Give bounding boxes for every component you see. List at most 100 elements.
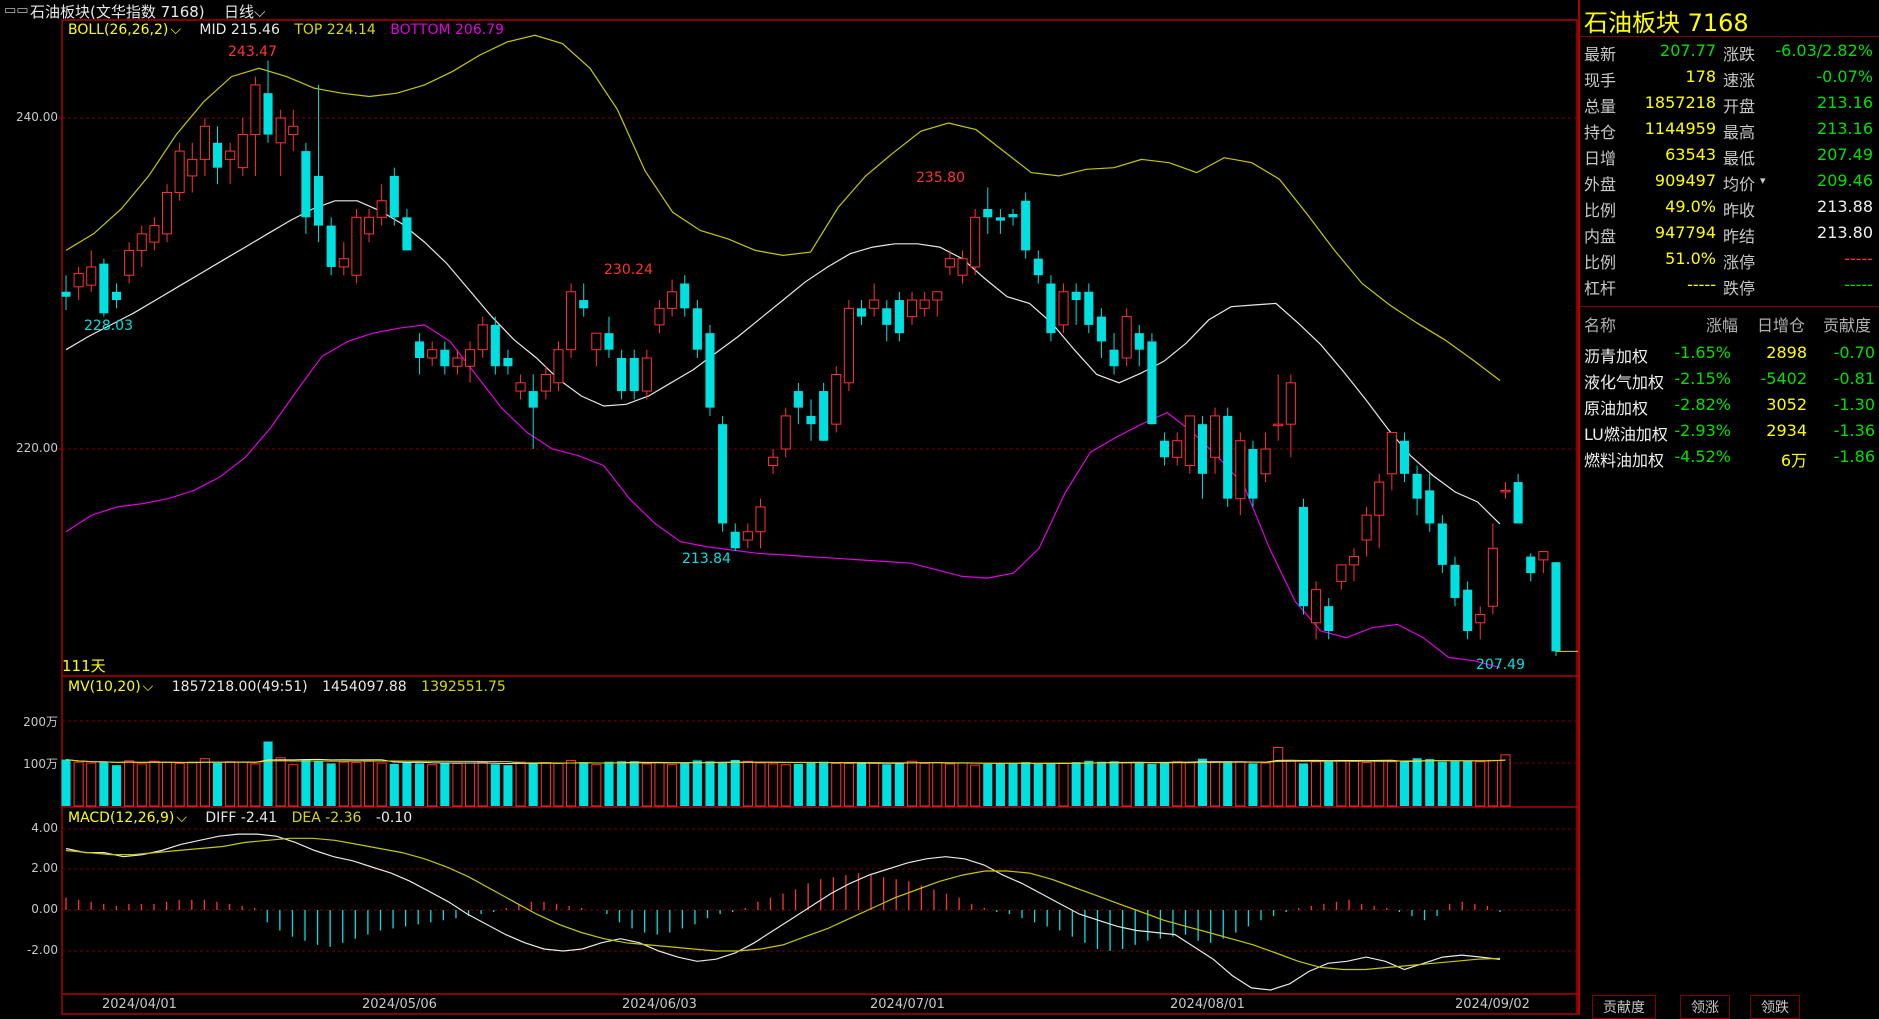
macd-diff-value: DIFF -2.41 xyxy=(205,810,278,826)
candle-body xyxy=(944,258,955,268)
candle-body xyxy=(1071,291,1081,301)
kline-chart-area[interactable]: ▭▭ 石油板块(文华指数 7168) 日线⌵ BOLL(26,26,2) ⌵ MI… xyxy=(0,0,1578,1015)
caret-down-icon[interactable]: ▾ xyxy=(1760,174,1766,187)
quote-row: 现手 178 速涨 -0.07% xyxy=(1580,64,1879,90)
candle-body xyxy=(995,217,1005,221)
tab-contribution[interactable]: 贡献度 xyxy=(1592,995,1656,1019)
chart-toggle-icon[interactable]: ▭▭ xyxy=(4,3,29,18)
boll-bottom-value: BOTTOM 206.79 xyxy=(390,22,504,38)
volume-bar xyxy=(111,765,122,806)
volume-bar xyxy=(742,760,753,807)
candle-body xyxy=(1500,489,1511,493)
table-header-cell[interactable]: 日增仓 xyxy=(1757,316,1806,335)
volume-bar xyxy=(161,762,173,807)
high-marker: 235.80 xyxy=(916,170,965,186)
panel-title: 石油板块 7168 xyxy=(1584,9,1749,37)
volume-bar xyxy=(1374,760,1385,807)
high-marker: 243.47 xyxy=(228,44,277,60)
table-row[interactable]: 液化气加权 -2.15% -5402 -0.81 xyxy=(1580,366,1879,392)
candle-body xyxy=(730,531,740,549)
boll-label[interactable]: BOLL(26,26,2) xyxy=(68,22,169,38)
candle-body xyxy=(1487,547,1498,607)
candle-body xyxy=(1160,440,1170,458)
table-header-cell[interactable]: 贡献度 xyxy=(1823,316,1872,335)
candle-body xyxy=(1008,213,1018,218)
chart-canvas[interactable] xyxy=(0,0,1578,1015)
candle-body xyxy=(452,357,463,367)
chevron-down-icon[interactable]: ⌵ xyxy=(176,810,187,826)
volume-bar xyxy=(275,757,286,807)
candle-body xyxy=(1273,423,1284,427)
quote-value: 213.80 xyxy=(1817,223,1873,242)
quote-value: ----- xyxy=(1687,275,1716,294)
macd-legend: MACD(12,26,9) ⌵ DIFF -2.41 DEA -2.36 -0.1… xyxy=(68,810,422,826)
macd-dea-value: DEA -2.36 xyxy=(291,810,362,826)
divider xyxy=(1580,306,1879,307)
candle-body xyxy=(856,308,867,317)
candle-body xyxy=(402,217,412,251)
volume-bar xyxy=(1500,754,1511,807)
candle-body xyxy=(819,391,829,441)
volume-bar xyxy=(73,761,84,807)
volume-ma20-line xyxy=(65,759,1506,764)
volume-bar xyxy=(553,762,564,807)
quote-label: 外盘 xyxy=(1584,175,1617,194)
candle-body xyxy=(1298,506,1309,607)
volume-bar xyxy=(617,761,627,806)
volume-bar xyxy=(402,762,412,806)
quote-row: 内盘 947794 昨结 213.80 xyxy=(1580,220,1879,246)
table-cell: 2934 xyxy=(1766,421,1807,440)
candle-body xyxy=(389,175,399,218)
quote-value: 213.16 xyxy=(1817,119,1873,138)
table-cell: 3052 xyxy=(1766,395,1807,414)
volume-bar xyxy=(86,762,97,807)
volume-bar xyxy=(932,762,943,807)
table-cell: -1.86 xyxy=(1833,447,1875,466)
table-cell: -2.15% xyxy=(1674,369,1731,388)
chevron-down-icon[interactable]: ⌵ xyxy=(142,679,154,695)
mv-label[interactable]: MV(10,20) xyxy=(68,679,141,695)
candle-body xyxy=(477,324,488,351)
volume-bar xyxy=(1298,763,1309,806)
quote-value: 1857218 xyxy=(1644,93,1716,112)
table-row[interactable]: LU燃油加权 -2.93% 2934 -1.36 xyxy=(1580,418,1879,444)
volume-bar xyxy=(1033,763,1043,806)
volume-bar xyxy=(944,763,955,807)
table-header-cell[interactable]: 涨幅 xyxy=(1706,316,1739,335)
period-selector[interactable]: 日线⌵ xyxy=(224,1,265,22)
volume-bar xyxy=(503,765,513,806)
volume-bar xyxy=(768,763,779,807)
volume-bar xyxy=(1160,762,1170,806)
table-row[interactable]: 原油加权 -2.82% 3052 -1.30 xyxy=(1580,392,1879,418)
table-header-cell[interactable]: 名称 xyxy=(1584,316,1617,335)
volume-bar xyxy=(1475,761,1486,807)
tab-leading-up[interactable]: 领涨 xyxy=(1680,995,1730,1019)
quote-label: 比例 xyxy=(1584,253,1617,272)
quote-label: 开盘 xyxy=(1723,97,1756,116)
chevron-down-icon[interactable]: ⌵ xyxy=(170,22,181,38)
quote-label: 均价 xyxy=(1723,175,1756,194)
table-header: 名称 涨幅 日增仓 贡献度 xyxy=(1580,311,1879,335)
candle-body xyxy=(149,225,160,243)
volume-bar xyxy=(515,761,526,807)
table-row[interactable]: 燃料油加权 -4.52% 6万 -1.86 xyxy=(1580,444,1879,470)
candle-body xyxy=(263,93,273,135)
candle-body xyxy=(1526,556,1536,574)
volume-bar xyxy=(566,759,577,807)
table-cell: -5402 xyxy=(1760,369,1808,388)
volume-bar xyxy=(1248,763,1258,806)
candle-body xyxy=(1058,291,1069,326)
macd-label[interactable]: MACD(12,26,9) xyxy=(68,810,175,826)
volume-bar xyxy=(263,741,273,806)
macd-histogram-value: -0.10 xyxy=(375,810,413,826)
volume-bar xyxy=(1210,761,1221,807)
candle-body xyxy=(1361,514,1372,541)
tab-leading-down[interactable]: 领跌 xyxy=(1750,995,1800,1019)
mv10-value: 1454097.88 xyxy=(322,679,407,695)
volume-bar xyxy=(705,761,715,806)
candle-body xyxy=(1134,333,1144,350)
volume-bar xyxy=(654,762,665,807)
table-row[interactable]: 沥青加权 -1.65% 2898 -0.70 xyxy=(1580,340,1879,366)
quote-label: 最高 xyxy=(1723,123,1756,142)
candle-body xyxy=(629,357,639,392)
